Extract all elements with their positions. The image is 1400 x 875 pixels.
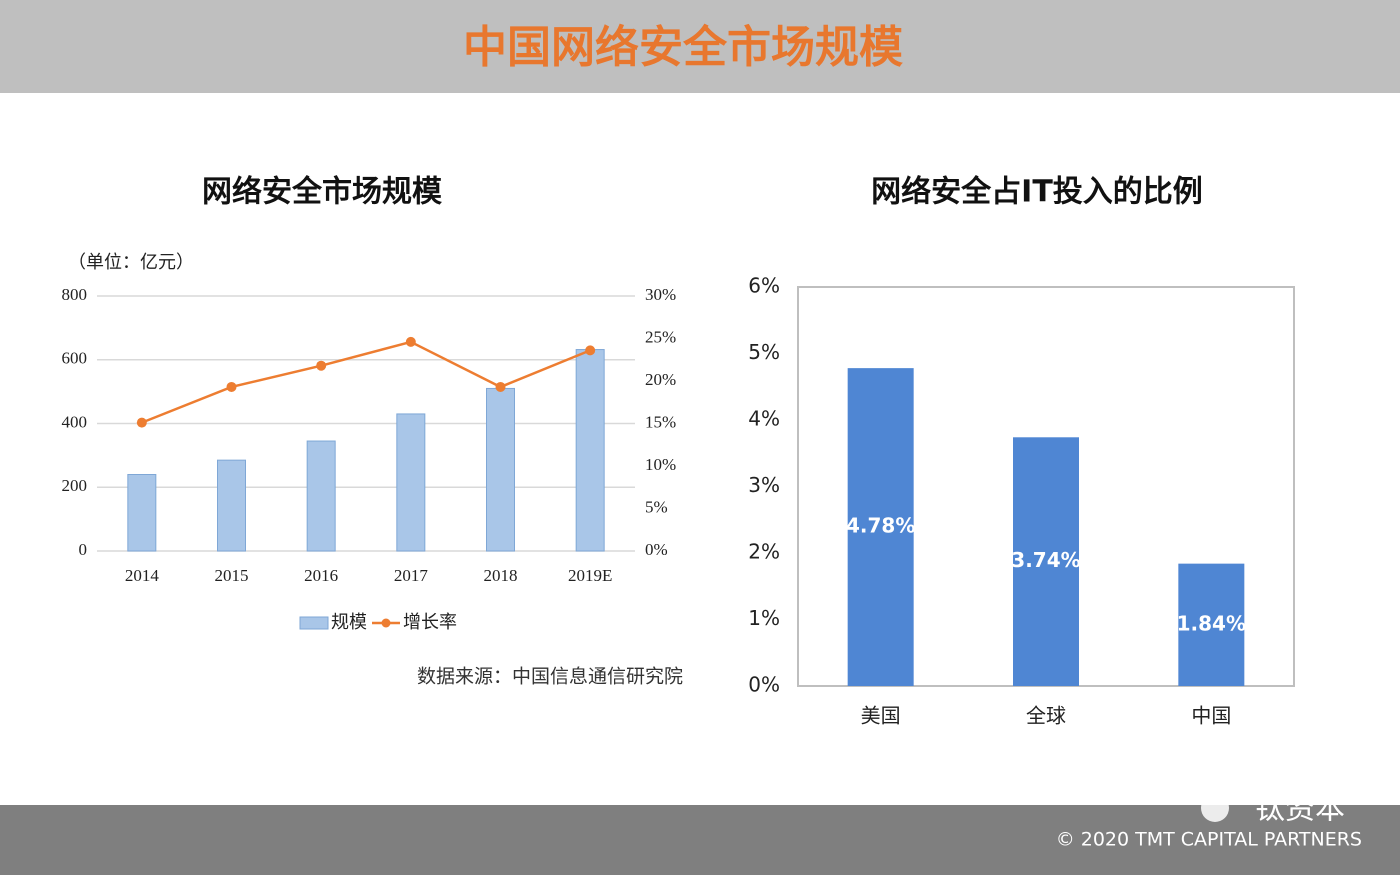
y2-tick-label: 20% [645, 370, 676, 389]
legend-swatch [381, 618, 391, 628]
y2-tick-label: 25% [645, 327, 676, 346]
header-bar [0, 0, 1400, 93]
line [141, 340, 591, 424]
y-tick-label: 5% [748, 340, 780, 364]
x-tick-label: 中国 [1191, 704, 1231, 728]
bar [306, 440, 336, 552]
line-marker [136, 417, 147, 428]
chart-title: 网络安全市场规模 [202, 175, 442, 210]
y2-tick-label: 10% [645, 455, 676, 474]
value-label: 4.78% [846, 514, 915, 538]
y-axis-unit: （单位：亿元） [68, 252, 194, 272]
line-marker [316, 360, 327, 371]
bar [1013, 437, 1079, 686]
legend-swatch [299, 616, 329, 630]
x-tick-label: 2015 [215, 566, 249, 585]
y-tick-label: 4% [748, 407, 780, 431]
x-tick-label: 2017 [394, 566, 429, 585]
bar [575, 349, 605, 552]
y-tick-label: 3% [748, 473, 780, 497]
copyright: © 2020 TMT CAPITAL PARTNERS [1056, 829, 1362, 851]
line-marker [585, 345, 596, 356]
y-tick-label: 0% [748, 673, 780, 697]
x-tick-label: 美国 [861, 704, 901, 728]
bar [127, 474, 157, 552]
y-tick-label: 400 [62, 412, 88, 431]
x-tick-label: 全球 [1026, 704, 1066, 728]
y-tick-label: 800 [62, 285, 88, 304]
line-marker [405, 336, 416, 347]
line-marker [495, 381, 506, 392]
footer-bar [0, 805, 1400, 875]
y-tick-label: 600 [62, 349, 88, 368]
bar [217, 459, 246, 552]
y2-tick-label: 5% [645, 497, 668, 516]
y-tick-label: 6% [748, 274, 780, 298]
y-tick-label: 200 [62, 476, 88, 495]
x-tick-label: 2016 [304, 566, 338, 585]
y2-tick-label: 30% [645, 285, 676, 304]
x-tick-label: 2018 [484, 566, 518, 585]
bar [1178, 563, 1245, 686]
y-tick-label: 0 [79, 540, 88, 559]
chart-title: 网络安全占IT投入的比例 [871, 175, 1203, 210]
slide-title: 中国网络安全市场规模 [463, 22, 903, 73]
y-tick-label: 1% [748, 606, 780, 630]
value-label: 3.74% [1011, 548, 1080, 572]
x-tick-label: 2019E [568, 566, 612, 585]
bar [486, 387, 515, 552]
y2-tick-label: 15% [645, 412, 676, 431]
legend-label: 增长率 [403, 612, 457, 633]
value-label: 1.84% [1177, 611, 1246, 635]
x-tick-label: 2014 [125, 566, 160, 585]
watermark: 钛资本 [1255, 792, 1345, 827]
y2-tick-label: 0% [645, 540, 668, 559]
bar [396, 413, 426, 552]
y-tick-label: 2% [748, 540, 780, 564]
source-note: 数据来源：中国信息通信研究院 [417, 666, 683, 688]
bar [847, 368, 914, 686]
wechat-icon [1201, 794, 1229, 822]
line-marker [226, 381, 237, 392]
legend-label: 规模 [331, 612, 367, 633]
